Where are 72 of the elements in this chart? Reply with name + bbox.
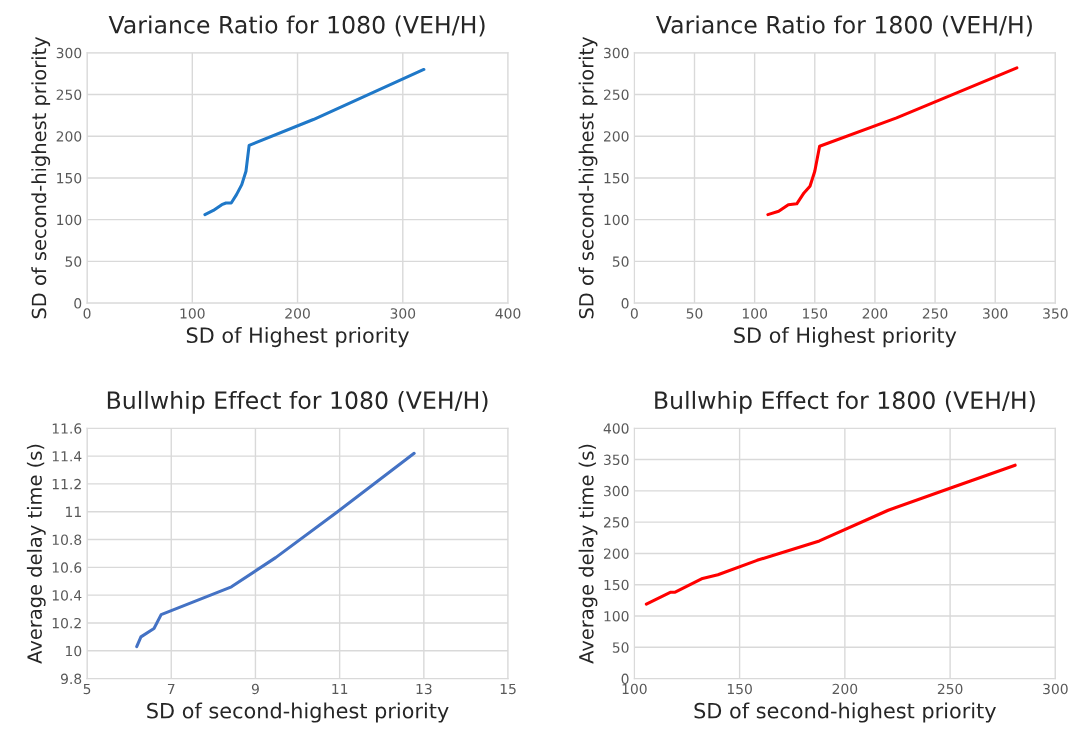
y-tick-label: 10 xyxy=(66,645,82,657)
y-tick-label: 400 xyxy=(603,423,629,434)
x-tick-label: 0 xyxy=(83,308,91,319)
x-axis-title: SD of second-highest priority xyxy=(694,702,996,723)
y-tick-label: 10.6 xyxy=(52,562,82,573)
y-tick-label: 0 xyxy=(621,673,629,685)
chart-title: Bullwhip Effect for 1080 (VEH/H) xyxy=(107,390,488,414)
y-tick-label: 200 xyxy=(604,131,629,142)
x-tick-label: 200 xyxy=(862,308,888,319)
line-series xyxy=(203,67,426,217)
line-series xyxy=(135,451,416,649)
line-series xyxy=(766,66,1019,217)
y-tick-label: 100 xyxy=(604,610,629,622)
x-axis-title: SD of second-highest priority xyxy=(147,702,449,723)
x-tick-label: 300 xyxy=(390,308,416,319)
x-tick-label: 13 xyxy=(416,683,432,695)
x-tick-label: 11 xyxy=(332,683,348,695)
y-tick-label: 200 xyxy=(604,548,629,559)
y-tick-label: 300 xyxy=(56,47,82,59)
y-tick-label: 11.6 xyxy=(52,423,82,434)
y-tick-label: 250 xyxy=(604,517,629,528)
y-tick-label: 11.4 xyxy=(52,451,82,462)
y-tick-label: 10.8 xyxy=(52,534,82,545)
x-tick-label: 250 xyxy=(922,308,948,319)
y-tick-label: 300 xyxy=(604,485,629,497)
y-tick-label: 11.2 xyxy=(52,478,81,490)
x-tick-label: 350 xyxy=(1043,308,1068,319)
y-tick-label: 0 xyxy=(74,298,82,309)
y-tick-label: 10.2 xyxy=(52,617,81,629)
y-axis-title: SD of second-highest priority xyxy=(578,36,598,319)
x-tick-label: 100 xyxy=(180,308,205,319)
y-tick-label: 0 xyxy=(621,298,629,309)
x-tick-label: 50 xyxy=(686,308,703,319)
y-tick-label: 200 xyxy=(56,131,82,142)
y-tick-label: 250 xyxy=(56,89,82,100)
chart-title: Variance Ratio for 1080 (VEH/H) xyxy=(108,15,485,37)
x-tick-label: 250 xyxy=(937,683,963,695)
x-tick-label: 300 xyxy=(983,308,1008,319)
y-tick-label: 9.8 xyxy=(60,673,82,685)
y-tick-label: 150 xyxy=(57,172,82,184)
x-tick-label: 400 xyxy=(495,308,521,319)
x-tick-label: 15 xyxy=(500,683,516,695)
y-tick-label: 50 xyxy=(65,256,82,267)
x-tick-label: 300 xyxy=(1043,683,1068,695)
x-tick-label: 5 xyxy=(83,683,91,695)
x-axis-title: SD of Highest priority xyxy=(734,326,957,348)
x-tick-label: 150 xyxy=(727,683,752,695)
y-axis-title: Average delay time (s) xyxy=(26,444,46,664)
y-tick-label: 150 xyxy=(604,579,629,591)
y-tick-label: 300 xyxy=(604,47,629,59)
x-tick-label: 7 xyxy=(167,683,175,695)
y-tick-label: 350 xyxy=(604,454,629,466)
y-tick-label: 150 xyxy=(604,172,629,184)
x-tick-label: 100 xyxy=(742,308,767,319)
y-tick-label: 11 xyxy=(66,506,81,517)
y-tick-label: 50 xyxy=(612,642,629,653)
y-tick-label: 50 xyxy=(612,256,629,267)
y-tick-label: 100 xyxy=(57,214,82,226)
chart-title: Variance Ratio for 1800 (VEH/H) xyxy=(655,15,1032,37)
line-series xyxy=(644,463,1017,606)
x-tick-label: 9 xyxy=(251,683,259,695)
x-tick-label: 200 xyxy=(285,308,310,319)
x-tick-label: 150 xyxy=(803,308,828,319)
y-tick-label: 100 xyxy=(604,214,629,226)
y-axis-title: SD of second-highest priority xyxy=(31,36,51,319)
y-tick-label: 250 xyxy=(604,89,629,100)
y-axis-title: Average delay time (s) xyxy=(578,444,598,664)
y-tick-label: 10.4 xyxy=(52,590,82,601)
x-tick-label: 0 xyxy=(630,308,638,319)
x-axis-title: SD of Highest priority xyxy=(186,326,409,348)
x-tick-label: 200 xyxy=(832,683,858,695)
chart-title: Bullwhip Effect for 1800 (VEH/H) xyxy=(655,390,1035,414)
